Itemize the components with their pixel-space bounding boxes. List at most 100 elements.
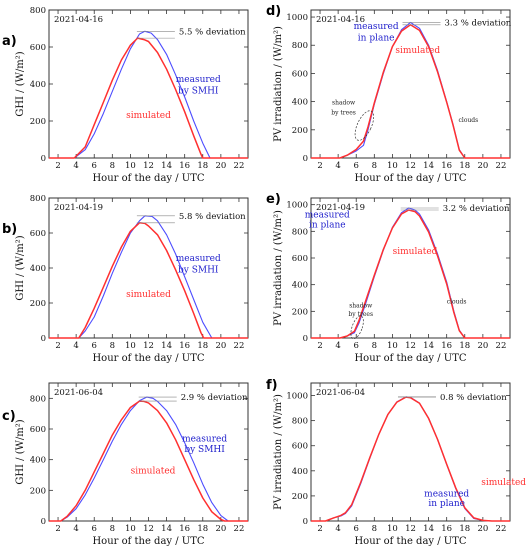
annotation-label: in plane [358, 33, 395, 43]
x-axis-label: Hour of the day / UTC [354, 353, 466, 364]
panel-label: c) [2, 409, 16, 424]
deviation-label: 0.8 % deviation [440, 393, 507, 403]
annotation-label: measured [176, 75, 221, 85]
x-tick-label: 4 [73, 524, 78, 534]
y-tick-label: 200 [292, 492, 308, 502]
x-tick-label: 10 [387, 161, 398, 171]
annotation-label: measured [182, 434, 227, 444]
y-tick-label: 600 [292, 254, 308, 264]
x-tick-label: 16 [179, 341, 190, 351]
x-tick-label: 12 [143, 341, 154, 351]
date-label: 2021-04-19 [54, 203, 103, 213]
x-tick-label: 8 [372, 524, 377, 534]
x-axis-label: Hour of the day / UTC [92, 536, 204, 547]
plot-frame [310, 9, 511, 159]
annotation-label: simulated [395, 46, 440, 56]
x-tick-label: 2 [55, 341, 60, 351]
y-tick-label: 400 [292, 98, 308, 108]
x-tick-label: 22 [496, 524, 507, 534]
y-tick-label: 800 [292, 41, 308, 51]
x-tick-label: 20 [477, 341, 488, 351]
annotation-label: shadow [332, 99, 356, 106]
x-axis-label: Hour of the day / UTC [92, 353, 204, 364]
x-tick-label: 14 [423, 341, 434, 351]
x-tick-label: 4 [73, 341, 78, 351]
deviation-label: 5.5 % deviation [179, 27, 246, 37]
annotation-label: measured [424, 490, 469, 500]
x-tick-label: 20 [215, 341, 226, 351]
deviation-label: 3.2 % deviation [443, 204, 510, 214]
y-tick-label: 1000 [286, 13, 308, 23]
x-tick-label: 20 [215, 524, 226, 534]
panel-a: a) 2 4 6 8 10 12 14 16 18 20 22 0 200 400 600 800 Hour of… [2, 6, 249, 184]
date-label: 2021-06-04 [54, 388, 103, 398]
x-tick-label: 14 [161, 524, 172, 534]
x-tick-label: 8 [372, 161, 377, 171]
y-tick-label: 0 [41, 517, 46, 527]
y-tick-label: 400 [30, 80, 46, 90]
x-tick-label: 2 [55, 161, 60, 171]
x-tick-label: 18 [197, 341, 208, 351]
y-tick-label: 600 [292, 69, 308, 79]
x-tick-label: 12 [143, 161, 154, 171]
annotation-label: simulated [481, 478, 526, 488]
y-axis-label: PV irradiation / (W/m²) [273, 210, 284, 326]
annotation-label: measured [354, 22, 399, 32]
y-tick-label: 800 [30, 6, 46, 16]
date-label: 2021-06-04 [316, 388, 365, 398]
x-tick-label: 12 [405, 161, 416, 171]
x-tick-label: 18 [459, 341, 470, 351]
x-tick-label: 14 [161, 341, 172, 351]
x-tick-label: 18 [197, 161, 208, 171]
series-line-simulated [311, 24, 510, 159]
x-tick-label: 16 [441, 341, 452, 351]
annotation-label: in plane [428, 499, 465, 509]
x-tick-label: 12 [405, 341, 416, 351]
x-axis-label: Hour of the day / UTC [354, 173, 466, 184]
date-label: 2021-04-19 [316, 203, 365, 213]
y-tick-label: 800 [30, 394, 46, 404]
y-axis-label: GHI / (W/m²) [15, 419, 26, 484]
x-tick-label: 8 [110, 161, 115, 171]
x-tick-label: 6 [354, 161, 359, 171]
x-tick-label: 22 [496, 341, 507, 351]
y-axis-label: GHI / (W/m²) [15, 235, 26, 300]
y-tick-label: 400 [292, 467, 308, 477]
annotation-label: measured [176, 254, 221, 264]
y-tick-label: 0 [41, 154, 46, 164]
y-tick-label: 400 [30, 264, 46, 274]
y-tick-label: 600 [30, 43, 46, 53]
x-tick-label: 2 [317, 341, 322, 351]
x-tick-label: 18 [197, 524, 208, 534]
deviation-label: 5.8 % deviation [179, 212, 246, 222]
y-tick-label: 200 [30, 486, 46, 496]
x-tick-label: 6 [92, 524, 97, 534]
y-tick-label: 400 [30, 456, 46, 466]
panel-d: d) 2 4 6 8 10 12 14 16 18 20 22 0 200 400 600 800 1000 Hou… [266, 4, 512, 184]
x-axis-label: Hour of the day / UTC [92, 173, 204, 184]
x-tick-label: 10 [125, 524, 136, 534]
series-line-simulated [49, 400, 248, 522]
x-tick-label: 8 [110, 341, 115, 351]
x-tick-label: 16 [441, 161, 452, 171]
x-tick-label: 2 [317, 161, 322, 171]
series-line-measured-in-plane [311, 396, 510, 522]
x-tick-label: 10 [387, 341, 398, 351]
series-line-simulated [49, 222, 248, 339]
series-line-measured-by-SMHI [49, 215, 248, 339]
panel-b: b) 2 4 6 8 10 12 14 16 18 20 22 0 200 400 600 800 Hour of… [2, 194, 249, 364]
y-tick-label: 600 [30, 425, 46, 435]
panel-e: e) 2 4 6 8 10 12 14 16 18 20 22 0 200 400 600 800 1000 Hou… [266, 192, 511, 364]
x-tick-label: 8 [110, 524, 115, 534]
series-line-simulated [311, 396, 510, 522]
x-tick-label: 16 [179, 161, 190, 171]
y-tick-label: 0 [303, 154, 308, 164]
series-line-measured-in-plane [311, 21, 510, 159]
annotation-label: by trees [348, 311, 373, 318]
annotation-label: shadow [349, 302, 373, 309]
x-tick-label: 2 [55, 524, 60, 534]
plot-frame [310, 382, 511, 522]
y-tick-label: 600 [292, 442, 308, 452]
x-tick-label: 12 [405, 524, 416, 534]
x-tick-label: 8 [372, 341, 377, 351]
